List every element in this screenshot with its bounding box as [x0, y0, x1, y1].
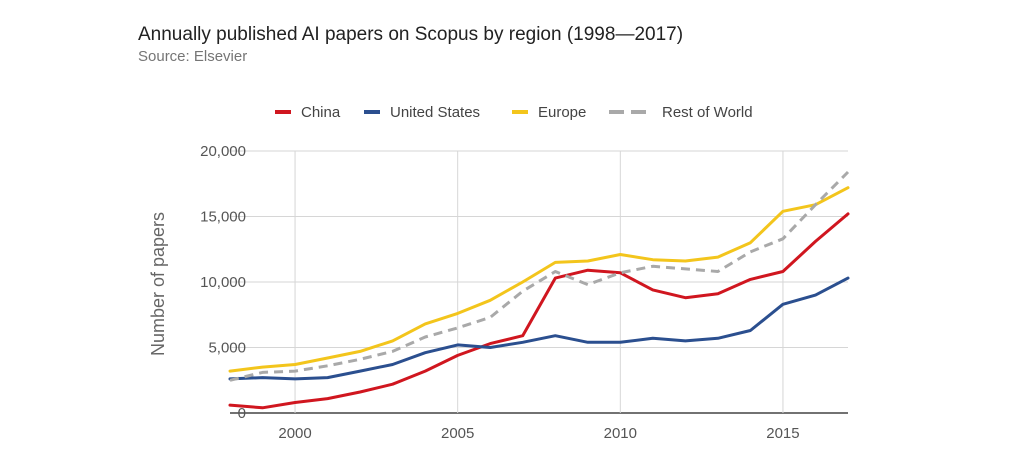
legend: China United States Europe Rest of World — [275, 104, 753, 121]
x-tick-label: 2015 — [766, 425, 799, 442]
y-axis-label: Number of papers — [148, 212, 168, 356]
series-line-united-states — [228, 276, 850, 381]
grid-lines — [230, 150, 848, 414]
legend-label-united-states: United States — [390, 104, 480, 121]
x-axis-ticks: 2000 2005 2010 2015 — [278, 425, 799, 442]
y-tick-label: 0 — [238, 405, 246, 422]
chart-title: Annually published AI papers on Scopus b… — [138, 24, 684, 45]
series-line-rest-of-world — [229, 170, 850, 382]
y-tick-label: 5,000 — [208, 340, 246, 357]
y-tick-label: 15,000 — [200, 209, 246, 226]
legend-label-rest-of-world: Rest of World — [662, 104, 753, 121]
chart-subtitle: Source: Elsevier — [138, 48, 248, 65]
series-line-europe — [228, 186, 850, 373]
y-tick-label: 20,000 — [200, 143, 246, 160]
legend-label-europe: Europe — [538, 104, 586, 121]
series-lines — [228, 170, 850, 410]
series-line-china — [228, 212, 850, 410]
y-tick-label: 10,000 — [200, 274, 246, 291]
legend-label-china: China — [301, 104, 341, 121]
x-tick-label: 2000 — [278, 425, 311, 442]
x-tick-label: 2010 — [604, 425, 637, 442]
y-axis-ticks: 0 5,000 10,000 15,000 20,000 — [200, 143, 246, 422]
x-tick-label: 2005 — [441, 425, 474, 442]
